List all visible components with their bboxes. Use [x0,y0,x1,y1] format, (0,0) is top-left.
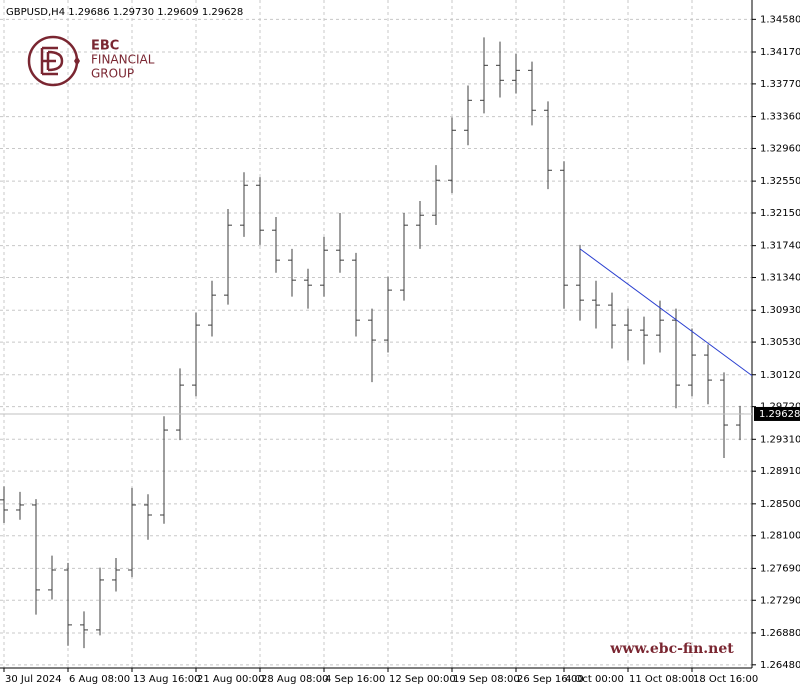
ohlc-bar [48,555,56,600]
ohlc-bar [464,85,472,146]
ohlc-bar [32,499,40,615]
ohlc-bar [96,567,104,636]
ohlc-bar [720,372,728,459]
y-tick-label: 1.29310 [760,434,800,445]
x-tick-label: 11 Oct 08:00 [629,674,694,685]
x-tick-label: 6 Aug 08:00 [69,674,130,685]
ohlc-bar [144,494,152,540]
y-tick-label: 1.30120 [760,370,800,381]
x-tick-label: 13 Aug 16:00 [133,674,200,685]
overlay: 1.29628 [0,248,800,421]
y-tick-label: 1.31740 [760,241,800,252]
ohlc-bar [624,308,632,361]
ohlc-bar [592,280,600,329]
ohlc-bar [576,244,584,321]
grid [0,0,752,668]
y-tick-label: 1.26880 [760,628,800,639]
x-tick-label: 18 Oct 16:00 [693,674,758,685]
ohlc-bar [80,611,88,649]
ohlc-bar [112,558,120,592]
ohlc-bar [528,61,536,126]
ohlc-bar [64,562,72,646]
ohlc-bar [400,212,408,301]
ohlc-bar [192,312,200,397]
ohlc-bar [704,344,712,405]
ohlc-bar [352,252,360,337]
ohlc-bar [640,316,648,365]
ohlc-bar [480,37,488,114]
y-tick-label: 1.32550 [760,176,800,187]
y-tick-label: 1.33360 [760,112,800,123]
x-tick-label: 30 Jul 2024 [5,674,62,685]
trend-line [579,248,753,377]
y-tick-label: 1.26480 [760,660,800,671]
ohlc-bar [128,487,136,578]
ohlc-bar [560,161,568,309]
ohlc-bar [320,236,328,297]
ohlc-bar [432,165,440,225]
ohlc-bar [208,280,216,337]
ohlc-bar [256,177,264,245]
ohlc-bar [448,117,456,194]
ohlc-bar [0,486,8,523]
y-tick-label: 1.32150 [760,208,800,219]
y-tick-label: 1.27290 [760,595,800,606]
ohlc-bar [544,101,552,190]
x-tick-label: 4 Oct 00:00 [565,674,624,685]
y-tick-label: 1.31340 [760,273,800,284]
ohlc-bar [656,300,664,353]
ohlc-bar [416,201,424,249]
ohlc-bar [368,308,376,383]
current-price-box [754,406,800,421]
y-tick-label: 1.32960 [760,143,800,154]
watermark: www.ebc-fin.net [609,641,734,657]
ohlc-bar [240,172,248,237]
y-tick-label: 1.34170 [760,47,800,58]
y-tick-label: 1.28500 [760,499,800,510]
y-tick-label: 1.30530 [760,337,800,348]
y-tick-label: 1.34580 [760,14,800,25]
current-price-label: 1.29628 [759,409,800,420]
x-tick-label: 12 Sep 00:00 [389,674,456,685]
x-tick-label: 26 Sep 16:00 [517,674,584,685]
logo-diamond [74,56,80,66]
y-tick-label: 1.27690 [760,563,800,574]
logo-line: EBC [91,39,119,54]
chart-header: GBPUSD,H4 1.29686 1.29730 1.29609 1.2962… [6,7,243,18]
ohlc-bar [176,368,184,441]
ohlc-bar [384,276,392,353]
ohlc-bar [496,41,504,98]
ohlc-bar [160,416,168,524]
ohlc-bar [304,268,312,309]
y-tick-label: 1.28910 [760,466,800,477]
axes: 1.34580 1.34170 1.33770 1.33360 1.32960 1.325… [3,14,800,685]
ohlc-bar [336,212,344,273]
ohlc-bar [512,53,520,94]
x-tick-label: 19 Sep 08:00 [453,674,520,685]
ohlc-bar [272,216,280,273]
logo-line: GROUP [91,67,134,81]
y-tick-label: 1.30930 [760,305,800,316]
y-tick-label: 1.33770 [760,79,800,90]
ohlc-bar [608,292,616,349]
y-tick-label: 1.28100 [760,531,800,542]
bars [0,37,744,649]
ohlc-bar [224,209,232,305]
ohlc-bar [16,491,24,520]
x-tick-label: 21 Aug 00:00 [197,674,264,685]
ohlc-bar [672,308,680,409]
logo-mark [40,46,64,76]
x-tick-label: 28 Aug 08:00 [261,674,328,685]
ohlc-bar [688,328,696,397]
logo-line: FINANCIAL [91,53,155,67]
logo: EBC FINANCIAL GROUP [27,35,155,87]
ohlc-bar [288,248,296,297]
x-tick-label: 4 Sep 16:00 [325,674,385,685]
